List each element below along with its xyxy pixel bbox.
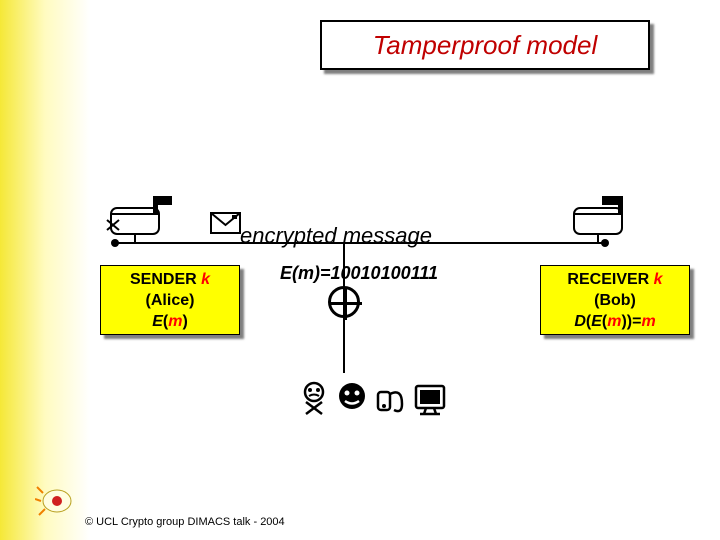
receiver-line2: (Bob): [541, 291, 689, 312]
footer-text: © UCL Crypto group DIMACS talk - 2004: [85, 516, 285, 528]
sender-box: SENDER k (Alice) E(m): [100, 265, 240, 335]
encrypted-value: E(m)=10010100111: [280, 263, 438, 284]
sender-line2: (Alice): [101, 291, 239, 312]
title-text: Tamperproof model: [373, 30, 598, 61]
receiver-box: RECEIVER k (Bob) D(E(m))=m: [540, 265, 690, 335]
sender-line1: SENDER k: [101, 270, 239, 291]
channel-label: encrypted message: [240, 223, 432, 249]
eavesdropper-icons: [300, 380, 450, 423]
sender-line3: E(m): [101, 312, 239, 333]
tap-node-icon: [328, 286, 360, 318]
slide-content: Tamperproof model encrypted message E(m)…: [0, 0, 720, 540]
mailbox-right-icon: [560, 190, 640, 247]
receiver-line3: D(E(m))=m: [541, 312, 689, 333]
mailbox-left-icon: [105, 190, 185, 247]
receiver-line1: RECEIVER k: [541, 270, 689, 291]
envelope-icon: [208, 205, 243, 240]
logo-icon: [35, 485, 75, 520]
title-box: Tamperproof model: [320, 20, 650, 70]
